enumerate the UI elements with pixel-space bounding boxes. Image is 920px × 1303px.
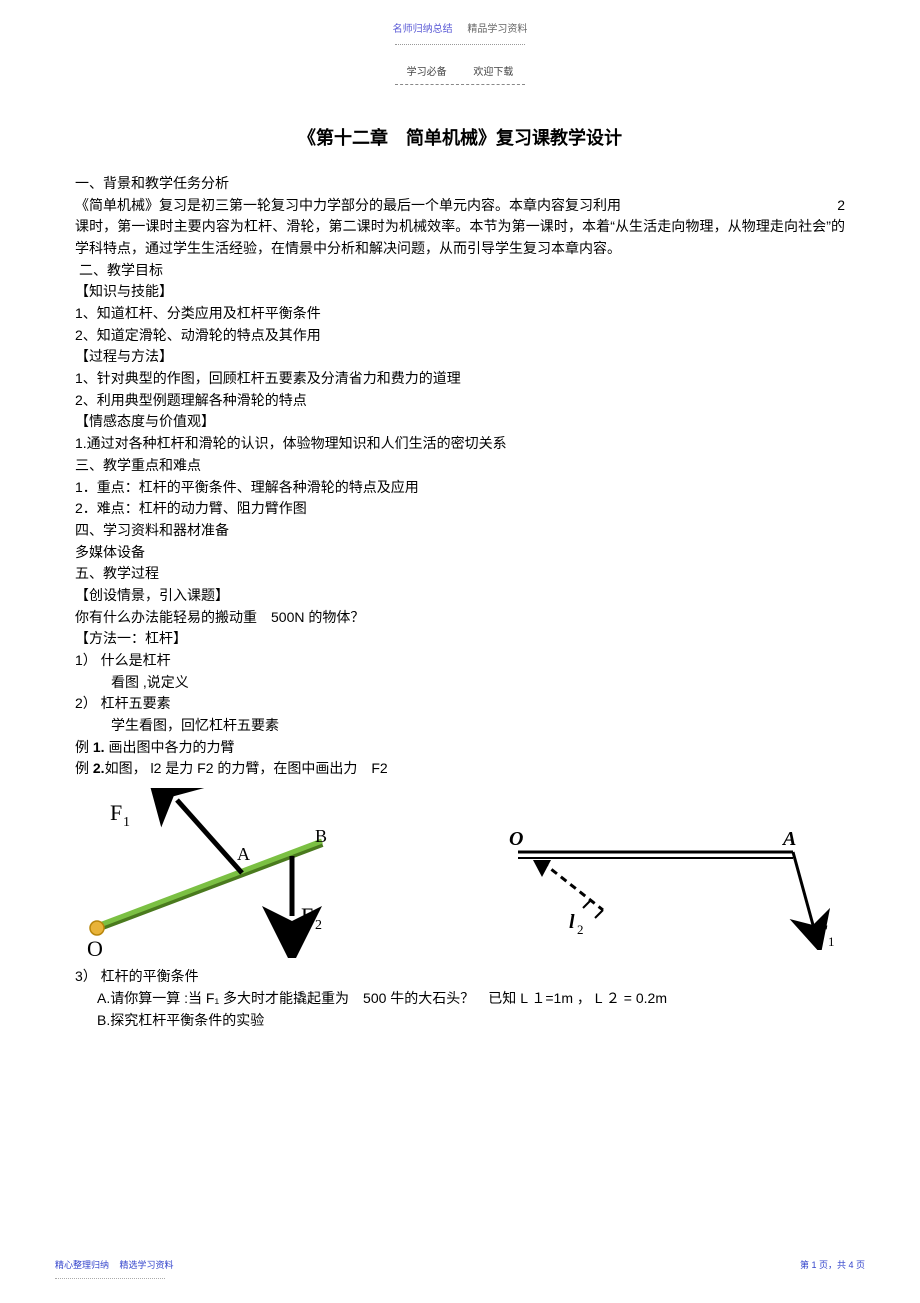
header-sub-1: 学习必备 (407, 67, 447, 78)
header-divider (395, 37, 525, 45)
s2-k-heading: 【知识与技能】 (75, 281, 845, 303)
m1-heading: 【方法一：杠杆】 (75, 628, 845, 650)
s2-k-2: 2、知道定滑轮、动滑轮的特点及其作用 (75, 325, 845, 347)
lever-diagram-2: O A l 2 F 1 (483, 830, 843, 950)
ex2-num: 2. (93, 760, 105, 776)
m1-3b: B.探究杠杆平衡条件的实验 (75, 1010, 845, 1032)
section-1-heading: 一、背景和教学任务分析 (75, 173, 845, 195)
footer-left-2: 精选学习资料 (120, 1260, 174, 1270)
s2-a-heading: 【情感态度与价值观】 (75, 411, 845, 433)
section-2-heading: 二、教学目标 (75, 260, 845, 282)
section-5-heading: 五、教学过程 (75, 563, 845, 585)
m1-3: 3） 杠杆的平衡条件 (75, 966, 845, 988)
ex1-pre: 例 (75, 739, 93, 755)
ex2-txt: 如图， l2 是力 F2 的力臂，在图中画出力 F2 (105, 760, 388, 776)
page-footer: 精心整理归纳 精选学习资料 第 1 页，共 4 页 (0, 1258, 920, 1281)
svg-text:2: 2 (315, 918, 322, 933)
label-b: B (315, 826, 327, 846)
header-tag-1: 名师归纳总结 (393, 24, 453, 35)
diagrams-row: F 1 A B F 2 O (75, 788, 845, 958)
s1-body-num: 2 (837, 195, 845, 217)
section-4-heading: 四、学习资料和器材准备 (75, 520, 845, 542)
s1-body-b: 课时，第一课时主要内容为杠杆、滑轮，第二课时为机械效率。本节为第一课时，本着“从… (75, 216, 845, 259)
page-title: 《第十二章 简单机械》复习课教学设计 (75, 125, 845, 153)
label-f2: F (301, 903, 313, 928)
s3-2: 2．难点：杠杆的动力臂、阻力臂作图 (75, 498, 845, 520)
header-tag-2: 精品学习资料 (467, 24, 527, 35)
m1-1: 1） 什么是杠杆 (75, 650, 845, 672)
m1-3a: A.请你算一算 :当 F₁ 多大时才能撬起重为 500 牛的大石头？ 已知 L … (75, 988, 845, 1010)
s2-k-1: 1、知道杠杆、分类应用及杠杆平衡条件 (75, 303, 845, 325)
label-f1b: F (812, 920, 828, 945)
s2-p-2: 2、利用典型例题理解各种滑轮的特点 (75, 390, 845, 412)
footer-right: 第 1 页，共 4 页 (800, 1258, 865, 1271)
lever-diagram-1: F 1 A B F 2 O (77, 788, 347, 958)
svg-text:1: 1 (828, 934, 835, 949)
header-top: 名师归纳总结 精品学习资料 (0, 0, 920, 45)
s5-scene: 【创设情景，引入课题】 (75, 585, 845, 607)
header-sub-2: 欢迎下载 (473, 67, 513, 78)
example-1: 例 1. 画出图中各力的力臂 (75, 737, 845, 759)
footer-left: 精心整理归纳 精选学习资料 (55, 1260, 174, 1270)
example-2: 例 2.如图， l2 是力 F2 的力臂，在图中画出力 F2 (75, 758, 845, 780)
label-a2: A (781, 830, 796, 850)
s5-q: 你有什么办法能轻易的搬动重 500N 的物体？ (75, 607, 845, 629)
footer-divider (55, 1275, 165, 1279)
m1-2: 2） 杠杆五要素 (75, 693, 845, 715)
s3-1: 1．重点：杠杆的平衡条件、理解各种滑轮的特点及应用 (75, 477, 845, 499)
label-o: O (87, 936, 103, 958)
header-sub: 学习必备 欢迎下载 (0, 63, 920, 85)
label-a: A (237, 844, 250, 864)
s4-1: 多媒体设备 (75, 542, 845, 564)
s2-p-heading: 【过程与方法】 (75, 346, 845, 368)
label-f1: F (110, 800, 122, 825)
section-3-heading: 三、教学重点和难点 (75, 455, 845, 477)
main-content: 《第十二章 简单机械》复习课教学设计 一、背景和教学任务分析 《简单机械》复习是… (0, 85, 920, 1031)
s2-a-1: 1.通过对各种杠杆和滑轮的认识，体验物理知识和人们生活的密切关系 (75, 433, 845, 455)
svg-text:2: 2 (577, 922, 584, 937)
ex1-txt: 画出图中各力的力臂 (105, 739, 235, 755)
label-l2: l (569, 911, 575, 933)
s1-body-a: 《简单机械》复习是初三第一轮复习中力学部分的最后一个单元内容。本章内容复习利用 (75, 197, 621, 213)
m1-2a: 学生看图，回忆杠杆五要素 (75, 715, 845, 737)
section-1-body: 《简单机械》复习是初三第一轮复习中力学部分的最后一个单元内容。本章内容复习利用 … (75, 195, 845, 217)
ex1-num: 1. (93, 739, 105, 755)
svg-text:1: 1 (123, 815, 130, 830)
footer-left-1: 精心整理归纳 (55, 1260, 109, 1270)
ex2-pre: 例 (75, 760, 93, 776)
label-o2: O (509, 830, 523, 850)
s2-p-1: 1、针对典型的作图，回顾杠杆五要素及分清省力和费力的道理 (75, 368, 845, 390)
m1-1a: 看图 ,说定义 (75, 672, 845, 694)
